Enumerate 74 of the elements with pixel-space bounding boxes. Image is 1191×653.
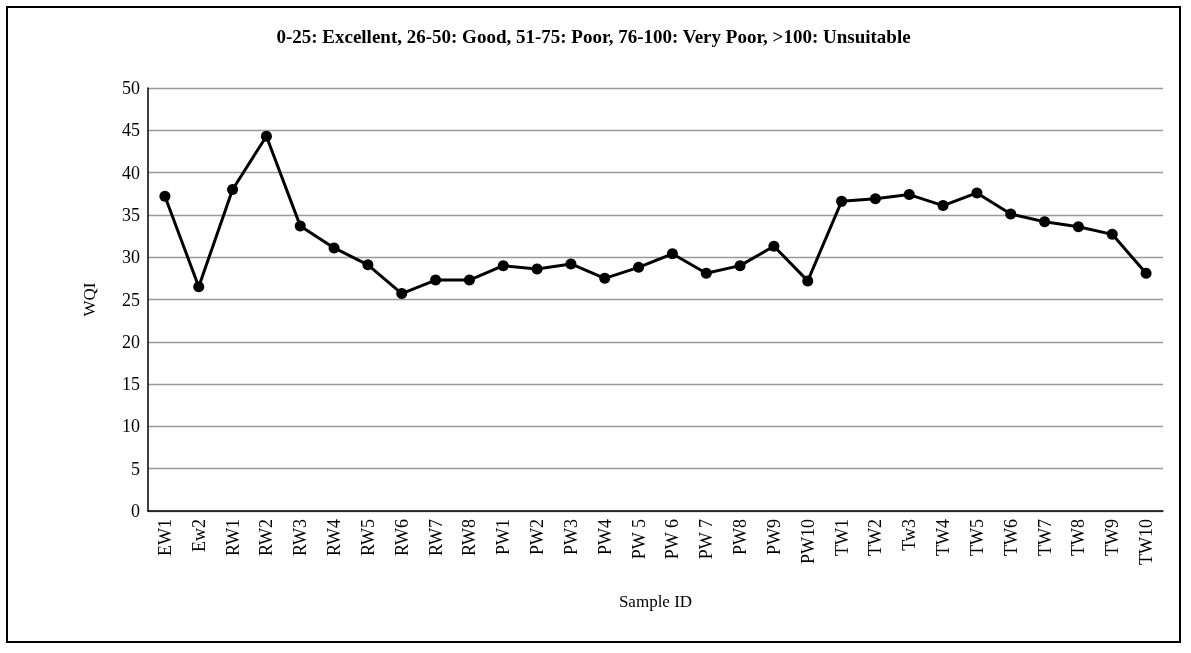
point <box>633 261 645 273</box>
x-tick-label: TW7 <box>1034 519 1055 556</box>
x-tick-label: TW10 <box>1136 519 1157 565</box>
x-tick-label: TW1 <box>831 519 852 556</box>
point <box>362 259 374 271</box>
point <box>971 187 983 199</box>
x-tick-label: TW8 <box>1068 519 1089 556</box>
point <box>430 274 442 286</box>
y-tick-label: 40 <box>122 162 140 183</box>
point <box>1072 221 1084 233</box>
x-tick-label: PW4 <box>594 519 615 555</box>
x-tick-label: RW3 <box>290 519 311 557</box>
chart-title: 0-25: Excellent, 26-50: Good, 51-75: Poor, 76-100: Very Poor, >100: Unsuitable <box>276 26 911 47</box>
point <box>396 288 408 300</box>
y-axis-title: WQI <box>80 282 99 317</box>
point <box>768 240 780 252</box>
x-tick-label: RW7 <box>425 519 446 557</box>
x-tick-label: PW 7 <box>696 519 717 560</box>
x-axis-title: Sample ID <box>618 592 693 611</box>
point <box>700 267 712 279</box>
point <box>565 258 577 270</box>
point <box>463 274 475 286</box>
point <box>599 272 611 284</box>
point <box>1106 228 1118 240</box>
x-tick-label: EW1 <box>154 519 175 556</box>
point <box>1140 267 1152 279</box>
point <box>802 275 814 287</box>
y-tick-label: 30 <box>122 247 140 268</box>
x-tick-label: TW9 <box>1102 519 1123 556</box>
y-tick-label: 50 <box>122 78 140 98</box>
point <box>666 248 678 260</box>
x-tick-label: PW9 <box>763 519 784 555</box>
point <box>734 260 746 272</box>
point <box>869 193 881 205</box>
point <box>531 263 543 275</box>
x-tick-label: PW 5 <box>628 519 649 560</box>
point <box>937 200 949 212</box>
x-tick-label: RW5 <box>357 519 378 557</box>
y-tick-label: 10 <box>122 416 140 437</box>
x-tick-label: RW2 <box>256 519 277 557</box>
x-tick-label: TW2 <box>865 519 886 556</box>
x-tick-label: PW8 <box>730 519 751 555</box>
x-tick-label: PW3 <box>560 519 581 555</box>
point <box>159 190 171 202</box>
point <box>497 260 509 272</box>
x-tick-label: RW1 <box>222 519 243 557</box>
y-tick-label: 0 <box>131 501 140 521</box>
point <box>328 242 340 254</box>
point <box>294 220 306 232</box>
point <box>1005 208 1017 220</box>
point <box>903 189 915 201</box>
x-tick-label: PW10 <box>797 519 818 564</box>
x-tick-label: Ew2 <box>188 519 209 552</box>
x-tick-label: PW 6 <box>662 519 683 560</box>
x-tick-label: TW5 <box>966 519 987 556</box>
x-tick-label: PW2 <box>527 519 548 555</box>
y-tick-label: 20 <box>122 331 140 352</box>
y-tick-label: 45 <box>122 120 140 141</box>
x-tick-label: TW6 <box>1000 519 1021 556</box>
point <box>836 195 848 207</box>
y-tick-label: 25 <box>122 289 140 310</box>
x-tick-label: Tw3 <box>899 519 920 551</box>
x-tick-label: RW8 <box>459 519 480 557</box>
point <box>1039 216 1051 228</box>
x-tick-label: RW4 <box>324 519 345 557</box>
y-tick-label: 5 <box>131 458 140 479</box>
point <box>193 281 205 293</box>
y-tick-label: 15 <box>122 374 140 395</box>
point <box>260 130 272 142</box>
x-tick-label: TW4 <box>933 519 954 556</box>
y-tick-label: 35 <box>122 204 140 225</box>
x-tick-label: RW6 <box>391 519 412 557</box>
x-tick-label: PW1 <box>493 519 514 555</box>
point <box>227 184 239 196</box>
